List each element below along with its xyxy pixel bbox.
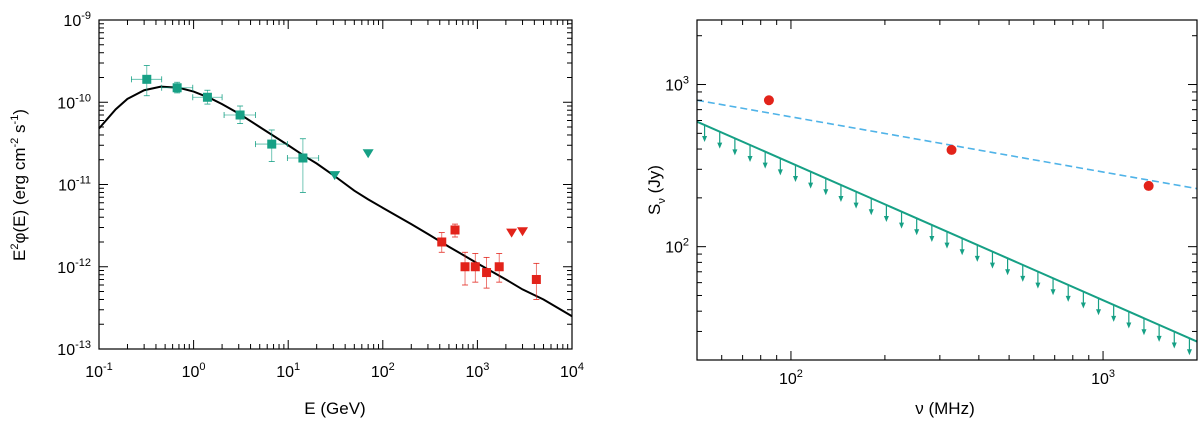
green-data-point: [172, 83, 182, 93]
upper-limit-arrowhead: [1141, 329, 1147, 336]
left-x-tick-label: 100: [182, 361, 206, 381]
upper-limit-arrowhead: [1035, 282, 1041, 289]
upper-limit-arrowhead: [944, 242, 950, 249]
left-plot-frame: [98, 19, 573, 350]
upper-limit-arrowhead: [1156, 335, 1162, 342]
flux-data-point: [763, 95, 774, 106]
red-data-point: [494, 262, 504, 272]
upper-limit-arrowhead: [853, 202, 859, 209]
upper-limit-arrowhead: [1171, 342, 1177, 349]
right-x-axis-label: ν (MHz): [915, 399, 974, 418]
upper-limit-arrowhead: [868, 209, 874, 216]
red-data-point: [460, 262, 470, 272]
upper-limit-arrowhead: [1096, 309, 1102, 316]
upper-limit-arrowhead: [1005, 269, 1011, 276]
upper-limit-arrowhead: [717, 142, 723, 149]
upper-limit-arrowhead: [1065, 295, 1071, 302]
upper-limit-arrowhead: [838, 195, 844, 202]
upper-limit-arrowhead: [777, 169, 783, 176]
upper-limit-arrowhead: [959, 249, 965, 256]
left-x-tick-label: 102: [371, 361, 395, 381]
upper-limit-arrowhead: [989, 262, 995, 269]
red-upper-limit-triangle: [506, 228, 518, 238]
green-data-point: [235, 110, 245, 120]
green-upper-limit-triangle: [362, 149, 374, 159]
left-y-tick-label: 10-11: [58, 175, 91, 195]
upper-limit-arrowhead: [762, 162, 768, 169]
right-x-tick-label: 102: [779, 368, 803, 388]
flux-data-point: [946, 144, 957, 155]
right-plot-frame: [696, 19, 1198, 361]
upper-limit-arrowhead: [1050, 289, 1056, 296]
right-y-tick-label: 103: [665, 75, 689, 95]
left-chart: 10-1 100 101 102 103 104 10-13 10-12 10-11 10-10…: [9, 10, 584, 418]
left-x-tick-label: 103: [465, 361, 489, 381]
red-data-point: [437, 237, 447, 247]
upper-limit-arrowhead: [929, 235, 935, 242]
upper-limit-arrowhead: [974, 255, 980, 262]
red-upper-limit-triangle: [517, 227, 529, 237]
red-data-point: [470, 262, 480, 272]
green-upper-limit-triangle: [329, 171, 341, 181]
flux-data-point: [1143, 180, 1154, 191]
upper-limit-arrowhead: [1186, 349, 1192, 356]
left-y-tick-label: 10-12: [57, 257, 91, 277]
left-x-axis-label: E (GeV): [304, 399, 365, 418]
upper-limit-arrowhead: [808, 182, 814, 189]
left-y-tick-label: 10-10: [57, 92, 91, 112]
red-data-point: [482, 268, 492, 278]
left-x-tick-label: 10-1: [85, 361, 113, 381]
green-data-point: [298, 153, 308, 163]
upper-limit-arrowhead: [1126, 322, 1132, 329]
right-y-axis-label: Sν (Jy): [645, 165, 668, 215]
left-x-tick-label: 101: [276, 361, 300, 381]
left-y-tick-label: 10-13: [57, 339, 91, 359]
upper-limit-arrowhead: [1020, 275, 1026, 282]
upper-limit-arrowhead: [732, 149, 738, 156]
upper-limit-arrowhead: [823, 189, 829, 196]
right-x-tick-label: 103: [1091, 368, 1115, 388]
red-data-point: [450, 225, 460, 235]
left-x-tick-label: 104: [560, 361, 584, 381]
right-chart: 102 103 102 103 ν (MHz) Sν (Jy): [645, 19, 1198, 418]
left-y-axis-label: E2φ(E) (erg cm-2 s-1): [9, 109, 29, 261]
model-curve: [98, 85, 573, 318]
upper-limit-arrowhead: [747, 155, 753, 162]
upper-limit-arrowhead: [914, 229, 920, 236]
green-data-point: [267, 139, 277, 149]
left-y-tick-label: 10-9: [63, 10, 91, 30]
green-data-point: [142, 74, 152, 84]
upper-limit-arrowhead: [883, 215, 889, 222]
green-data-point: [202, 92, 212, 102]
upper-limit-arrowhead: [792, 175, 798, 182]
red-data-point: [531, 274, 541, 284]
upper-limit-arrowhead: [1111, 315, 1117, 322]
right-y-tick-label: 102: [665, 237, 689, 257]
upper-limit-arrowhead: [1080, 302, 1086, 309]
upper-limit-arrowhead: [899, 222, 905, 229]
upper-limit-arrowhead: [702, 136, 708, 143]
power-law-fit-line: [696, 99, 1198, 190]
